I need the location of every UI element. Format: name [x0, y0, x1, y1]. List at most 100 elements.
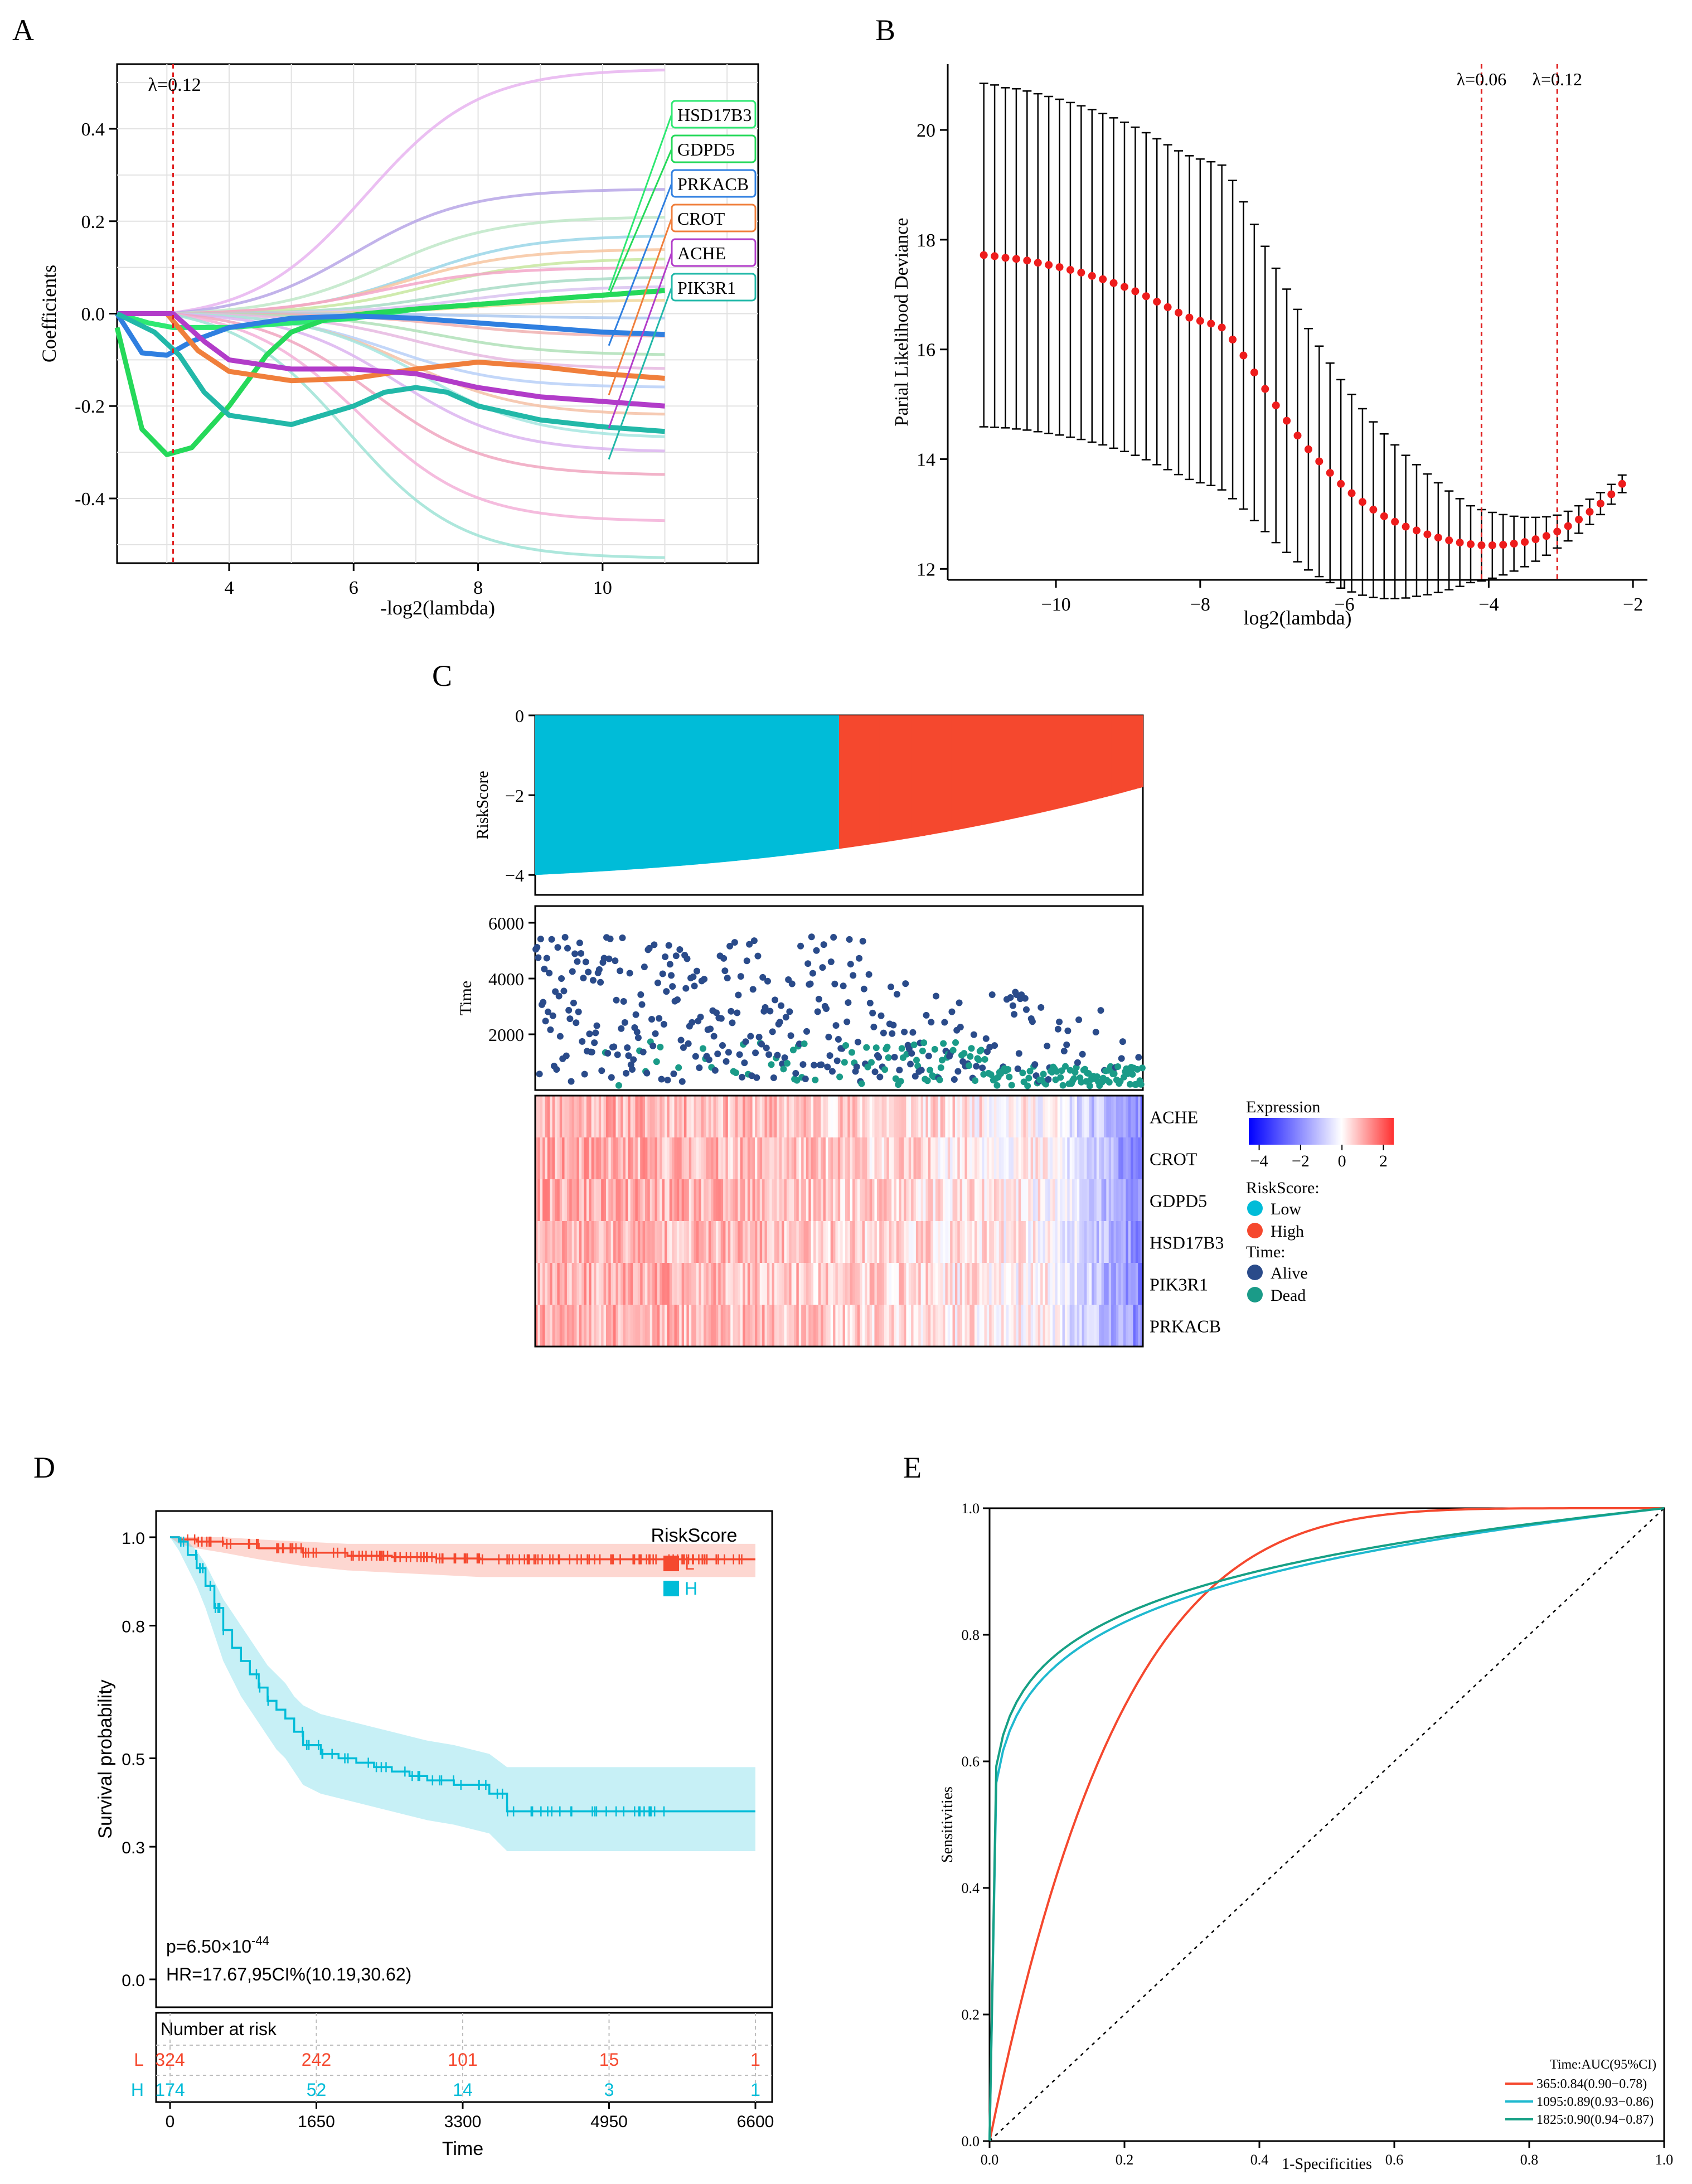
heatmap-cell: [798, 1096, 802, 1138]
time-point: [660, 1021, 667, 1028]
riskscore-bar: [966, 715, 968, 829]
heatmap-cell: [1108, 1263, 1112, 1305]
heatmap-cell: [974, 1305, 978, 1347]
heatmap-cell: [596, 1137, 599, 1180]
y-tick-label: 1.0: [122, 1529, 145, 1548]
heatmap-cell: [620, 1263, 624, 1305]
riskscore-bar: [740, 715, 742, 861]
time-point: [832, 1022, 840, 1029]
time-point: [819, 964, 826, 971]
time-point: [809, 970, 816, 977]
heatmap-cell: [1037, 1179, 1041, 1222]
heatmap-cell: [928, 1221, 931, 1263]
riskscore-bar: [1121, 715, 1123, 793]
heatmap-cell: [740, 1179, 743, 1222]
heatmap-cell: [833, 1305, 836, 1347]
time-point: [811, 1062, 818, 1069]
heatmap-cell: [964, 1096, 968, 1138]
heatmap-cell: [769, 1305, 773, 1347]
heatmap-cell: [1118, 1305, 1122, 1347]
heatmap-cell: [821, 1096, 824, 1138]
time-point: [719, 1042, 726, 1049]
riskscore-bar: [682, 715, 685, 866]
riskscore-bar: [815, 715, 817, 852]
riskscore-bar: [777, 715, 779, 857]
heatmap-cell: [620, 1096, 624, 1138]
time-point: [677, 1037, 685, 1044]
heatmap-cell: [535, 1137, 539, 1180]
heatmap-cell: [615, 1263, 619, 1305]
heatmap-cell: [559, 1179, 563, 1222]
time-point: [770, 1074, 777, 1082]
heatmap-cell: [813, 1221, 817, 1263]
riskscore-bar: [952, 715, 954, 831]
heatmap-cell: [1018, 1137, 1021, 1180]
heatmap-cell: [943, 1221, 946, 1263]
heatmap-cell: [823, 1179, 826, 1222]
heatmap-cell: [1006, 1263, 1009, 1305]
heatmap-cell: [982, 1263, 985, 1305]
heatmap-cell: [940, 1221, 943, 1263]
heatmap-cell: [993, 1221, 997, 1263]
time-point: [1064, 1027, 1072, 1034]
heatmap-cell: [667, 1305, 670, 1347]
riskscore-bar: [584, 715, 586, 873]
heatmap-cell: [821, 1305, 824, 1347]
heatmap-cell: [757, 1305, 760, 1347]
riskscore-bar: [956, 715, 958, 830]
heatmap-cell: [672, 1179, 675, 1222]
heatmap-cell: [996, 1137, 1000, 1180]
heatmap-cell: [715, 1096, 719, 1138]
y-tick-label: 0.4: [81, 119, 105, 140]
heatmap-cell: [957, 1305, 961, 1347]
heatmap-cell: [764, 1137, 768, 1180]
heatmap-cell: [1094, 1305, 1097, 1347]
riskscore-bar: [692, 715, 695, 865]
time-point: [742, 1038, 749, 1045]
heatmap-cell: [1067, 1305, 1070, 1347]
heatmap-cell: [1055, 1137, 1058, 1180]
heatmap-cell: [1023, 1137, 1026, 1180]
heatmap-cell: [1074, 1305, 1078, 1347]
heatmap-cell: [752, 1096, 755, 1138]
riskscore-bar: [940, 715, 942, 833]
heatmap-cell: [735, 1221, 739, 1263]
time-point: [696, 1064, 703, 1071]
heatmap-cell: [662, 1305, 665, 1347]
heatmap-cell: [1028, 1137, 1031, 1180]
heatmap-cell: [545, 1096, 548, 1138]
riskscore-bar: [932, 715, 934, 835]
heatmap-cell: [598, 1137, 602, 1180]
riskscore-bar: [676, 715, 678, 866]
heatmap-cell: [974, 1263, 978, 1305]
riskscore-bar: [888, 715, 890, 842]
riskscore-bar: [1101, 715, 1103, 798]
heatmap-cell: [596, 1179, 599, 1222]
heatmap-cell: [806, 1179, 809, 1222]
riskscore-bar: [536, 715, 539, 875]
riskscore-bar: [864, 715, 866, 845]
heatmap-cell: [618, 1221, 621, 1263]
heatmap-cell: [1045, 1305, 1048, 1347]
deviance-point: [1163, 303, 1172, 311]
heatmap-cell: [1140, 1179, 1143, 1222]
heatmap-cell: [681, 1221, 685, 1263]
heatmap-cell: [635, 1096, 638, 1138]
riskscore-bar: [1054, 715, 1056, 810]
deviance-point: [1196, 317, 1204, 325]
heatmap-cell: [620, 1137, 624, 1180]
riskscore-bar: [1107, 715, 1109, 797]
time-point: [843, 1018, 851, 1025]
heatmap-cell: [954, 1263, 958, 1305]
deviance-point: [1456, 539, 1464, 547]
heatmap-cell: [542, 1137, 546, 1180]
heatmap-cell: [998, 1305, 1002, 1347]
heatmap-cell: [662, 1263, 665, 1305]
heatmap-cell: [850, 1137, 853, 1180]
riskscore-bar: [1132, 715, 1134, 790]
time-point: [593, 1022, 600, 1029]
riskscore-bar: [1010, 715, 1012, 820]
heatmap-cell: [935, 1179, 938, 1222]
riskscore-bar: [642, 715, 644, 869]
heatmap-cell: [862, 1263, 865, 1305]
